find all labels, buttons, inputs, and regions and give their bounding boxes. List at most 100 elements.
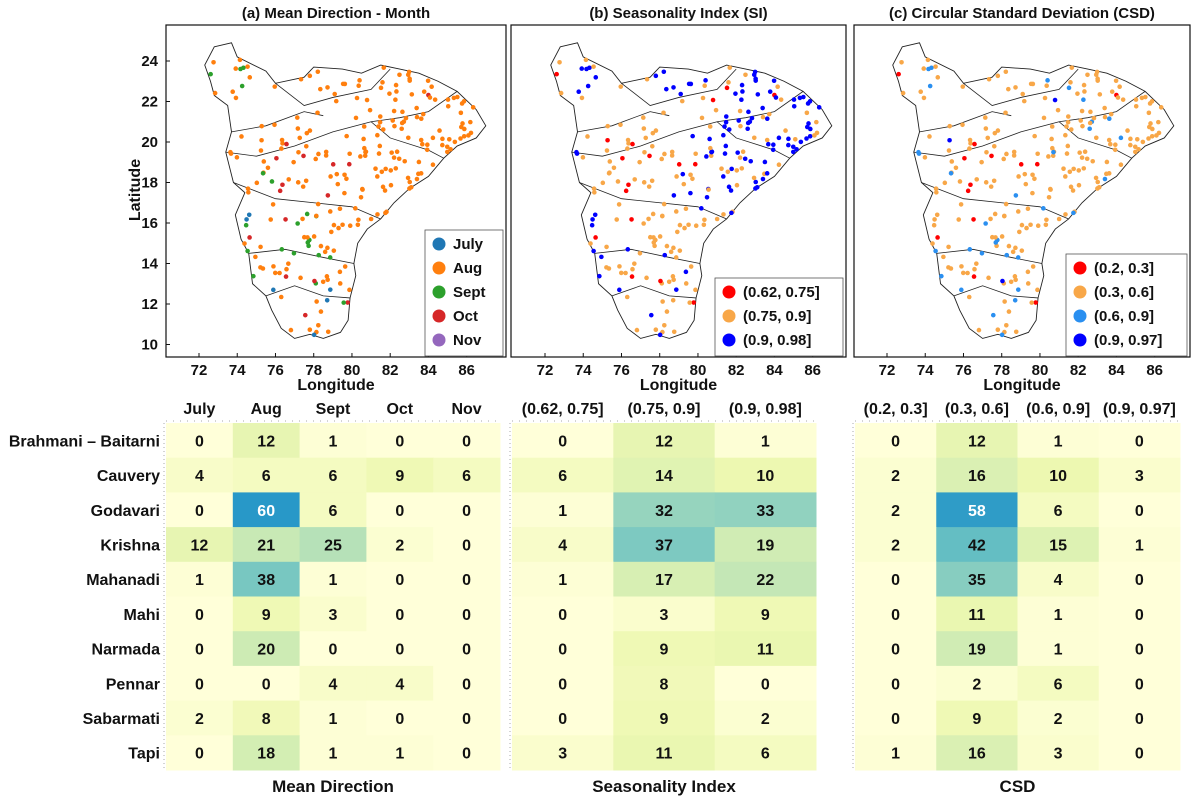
heatmap-cell [433, 665, 501, 702]
station-point [1090, 158, 1096, 164]
heatmap-cell [433, 561, 501, 597]
station-point [1032, 133, 1037, 139]
legend-label: (0.9, 0.98] [743, 332, 811, 349]
station-point [900, 90, 906, 96]
station-point [630, 141, 635, 147]
station-point [804, 110, 810, 116]
cell-value: 2 [395, 537, 404, 554]
cell-value: 1 [1054, 607, 1063, 624]
station-point [588, 241, 593, 246]
cell-value: 6 [761, 746, 770, 763]
map-title: (a) Mean Direction - Month [242, 5, 430, 22]
station-point [271, 264, 276, 269]
station-point [709, 149, 714, 155]
station-point [991, 178, 997, 184]
station-point [557, 60, 562, 65]
station-point [440, 136, 445, 142]
station-point [1132, 149, 1138, 155]
station-point [291, 250, 297, 256]
station-point [776, 135, 782, 141]
cell-value: 0 [462, 433, 471, 450]
station-point [686, 81, 692, 87]
station-point [295, 221, 300, 226]
station-point [959, 264, 964, 269]
heatmap-cell [1098, 492, 1181, 528]
heatmap-cell [366, 700, 434, 736]
station-point [983, 180, 989, 185]
station-point [274, 155, 279, 161]
station-point [1085, 72, 1090, 78]
heatmap-cell [512, 527, 614, 563]
station-point [362, 153, 368, 158]
heatmap-cell [936, 735, 1018, 771]
station-point [960, 122, 965, 128]
station-point [916, 149, 921, 155]
station-point [743, 72, 748, 78]
heatmap-cell [613, 561, 716, 597]
station-point [323, 153, 329, 158]
heatmap-cell [433, 735, 501, 771]
station-point [742, 156, 748, 162]
station-point [687, 300, 693, 305]
station-point [247, 235, 252, 240]
station-point [791, 103, 797, 109]
station-point [660, 299, 665, 304]
station-point [277, 270, 282, 276]
station-point [337, 206, 343, 212]
station-point [1158, 105, 1164, 110]
cell-value: 0 [395, 642, 404, 659]
station-point [1095, 76, 1100, 82]
station-point [445, 97, 451, 102]
station-point [927, 134, 932, 139]
station-point [583, 57, 589, 63]
station-point [1136, 147, 1141, 152]
legend-marker [722, 333, 736, 347]
cell-value: 9 [660, 642, 669, 659]
cell-value: 1 [329, 746, 338, 763]
station-point [307, 327, 313, 332]
station-point [584, 66, 589, 72]
station-point [1150, 126, 1155, 132]
station-point [1048, 187, 1053, 192]
station-point [245, 186, 251, 191]
station-point [688, 172, 693, 178]
cell-value: 0 [462, 572, 471, 589]
cell-value: 1 [195, 572, 204, 589]
basin-boundary [611, 285, 697, 299]
station-point [706, 187, 711, 192]
station-point [776, 162, 782, 168]
station-point [618, 122, 623, 128]
station-point [307, 128, 313, 133]
station-point [335, 181, 341, 187]
station-point [764, 116, 770, 122]
legend-label: (0.2, 0.3] [1094, 260, 1154, 277]
station-point [673, 255, 679, 260]
station-point [764, 137, 770, 143]
station-point [288, 327, 294, 333]
station-point [1004, 322, 1009, 328]
station-point [233, 95, 239, 101]
station-point [1125, 128, 1130, 133]
heatmap-cell [1017, 596, 1100, 632]
station-point [260, 170, 266, 176]
station-point [932, 217, 937, 222]
y-tick-label: 12 [141, 296, 158, 313]
station-point [966, 294, 972, 300]
heatmap-cell [1098, 527, 1181, 563]
station-point [617, 264, 622, 269]
station-point [315, 201, 321, 207]
station-point [278, 294, 284, 300]
station-point [723, 119, 729, 125]
x-tick-label: 82 [382, 362, 399, 379]
cell-value: 3 [329, 607, 338, 624]
station-point [376, 124, 381, 129]
basin-boundary [936, 248, 1042, 264]
station-point [1049, 136, 1054, 142]
station-point [1071, 210, 1076, 216]
cell-value: 0 [1135, 572, 1144, 589]
heatmap-cell [613, 492, 716, 528]
heatmap-cell [714, 735, 817, 771]
station-point [591, 186, 597, 191]
station-point [1109, 89, 1115, 94]
station-point [726, 184, 732, 190]
